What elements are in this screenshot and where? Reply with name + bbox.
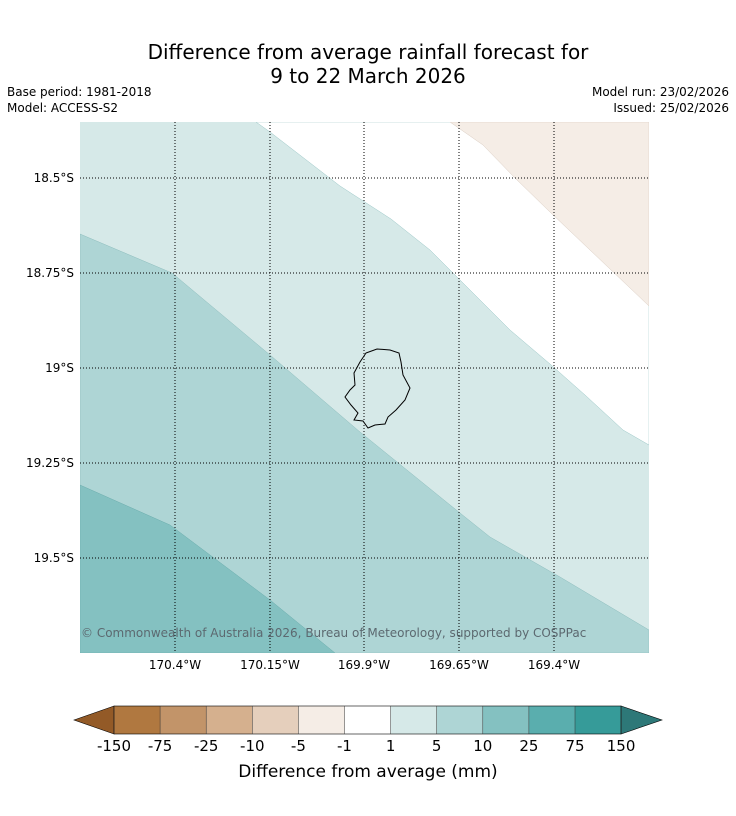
map-title-line-2: 9 to 22 March 2026 [270,64,466,88]
lat-label-19-5: 19.5°S [33,551,74,565]
map-panel [80,122,649,653]
colorbar-segment [344,706,392,734]
colorbar-tick-label: -150 [96,737,132,755]
lon-label-169-9: 169.9°W [337,658,391,672]
colorbar-segment [390,706,438,734]
lon-label-170-4: 170.4°W [148,658,202,672]
colorbar-title: Difference from average (mm) [238,762,498,782]
colorbar-segment [298,706,345,734]
base-period: Base period: 1981-2018 [7,85,152,99]
colorbar-segment [252,706,299,734]
lat-label-19: 19°S [45,361,74,375]
lon-label-169-65: 169.65°W [429,658,489,672]
colorbar-segment [114,706,161,734]
colorbar-extend-high [620,705,663,735]
graticule [80,122,649,653]
colorbar-tick-label: -25 [193,737,219,755]
lat-label-18-5: 18.5°S [33,171,74,185]
lat-label-19-25: 19.25°S [26,456,74,470]
colorbar-tick-label: -75 [147,737,173,755]
colorbar-tick-label: 1 [385,737,396,755]
issued-date: Issued: 25/02/2026 [613,101,729,115]
colorbar-segment [436,706,484,734]
colorbar-tick-label: 25 [519,737,539,755]
colorbar-segment [482,706,530,734]
colorbar-tick-label: -5 [290,737,306,755]
map-title-line-1: Difference from average rainfall forecas… [147,40,589,64]
colorbar-tick-label: 5 [431,737,442,755]
island-outline [344,348,411,429]
region-10-to-25 [80,484,336,653]
colorbar-segment [528,706,576,734]
colorbar-tick-label: -10 [240,737,265,755]
colorbar-segment [575,706,622,734]
lon-label-170-15: 170.15°W [240,658,300,672]
colorbar-segment [206,706,253,734]
colorbar-segment [160,706,207,734]
model-run: Model run: 23/02/2026 [591,85,729,99]
colorbar-tick-label: 150 [606,737,636,755]
lon-label-169-4: 169.4°W [527,658,581,672]
colorbar [73,705,663,735]
lat-label-18-75: 18.75°S [26,266,74,280]
model-name: Model: ACCESS-S2 [7,101,119,115]
colorbar-tick-label: 10 [473,737,493,755]
copyright-notice: © Commonwealth of Australia 2026, Bureau… [81,626,587,640]
colorbar-extend-low [73,705,115,735]
colorbar-tick-label: 75 [565,737,585,755]
region-minus5-to-minus1 [449,122,649,307]
colorbar-tick-label: -1 [337,737,352,755]
